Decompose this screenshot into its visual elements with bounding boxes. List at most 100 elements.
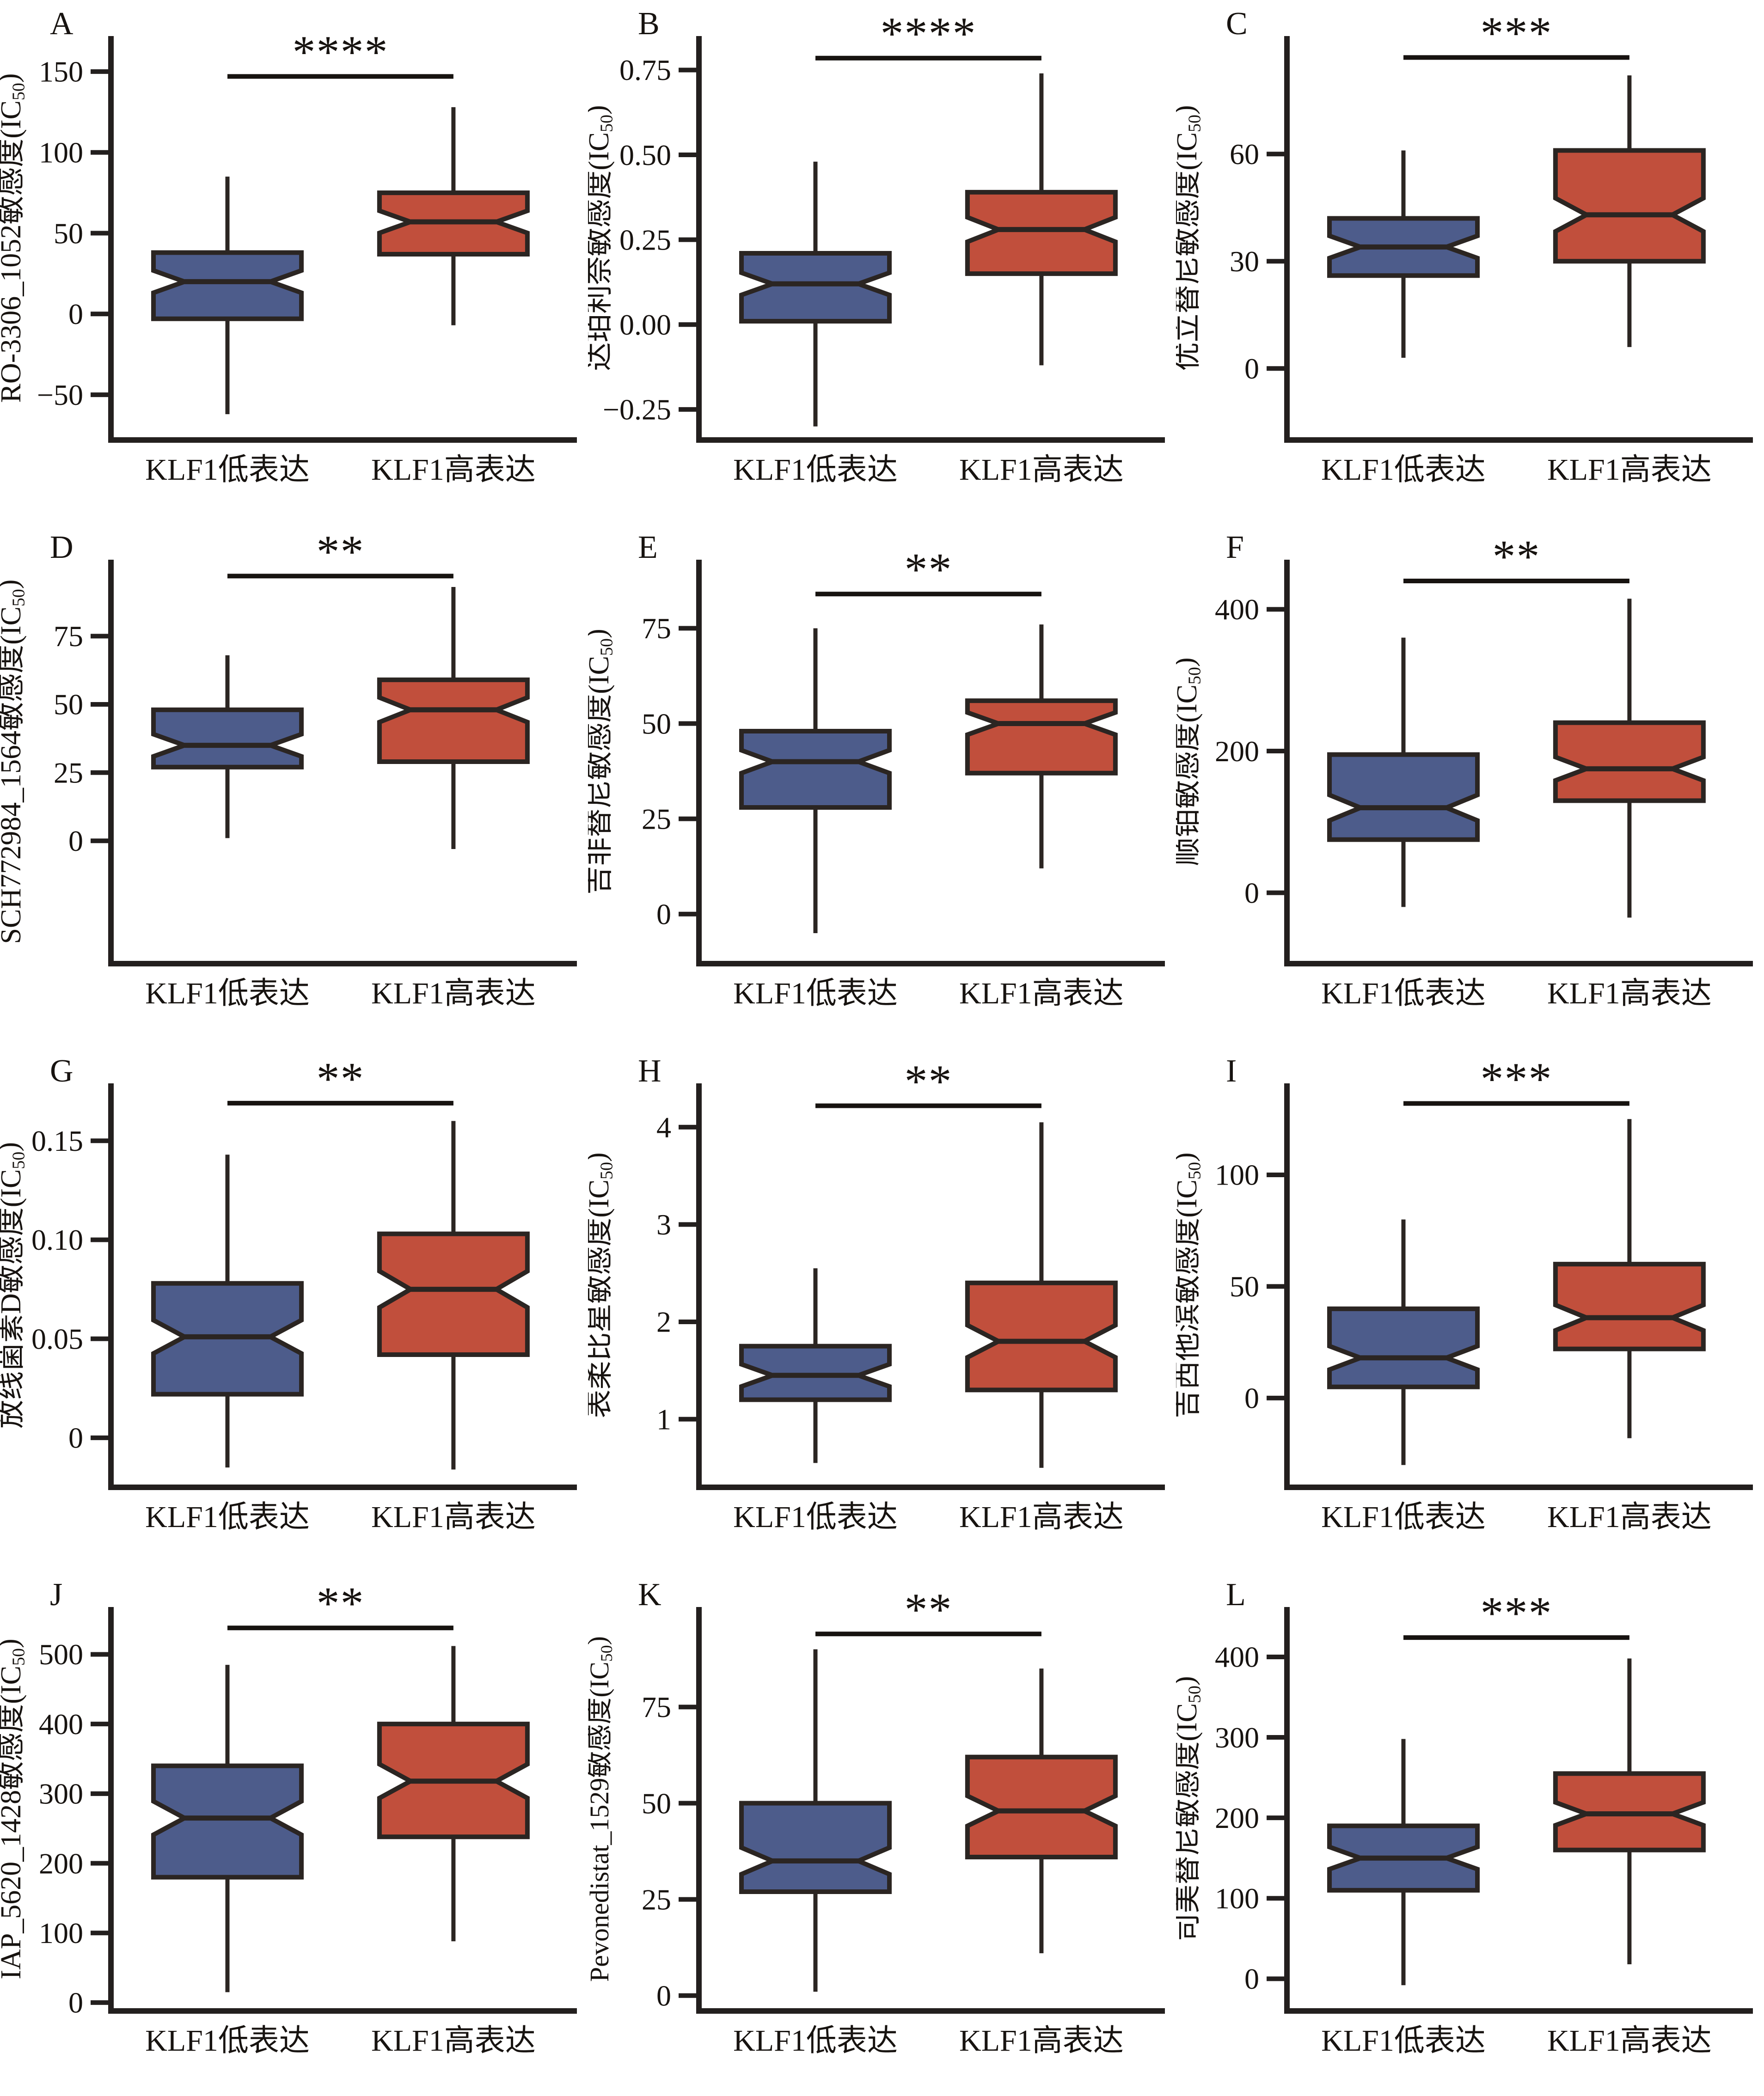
y-tick-label: 0 [68,1422,83,1454]
x-category-label-high: KLF1高表达 [1547,453,1712,487]
y-tick-label: 2 [656,1306,671,1338]
box-klf1-high [965,1754,1118,1860]
y-tick-label: 50 [642,707,671,740]
y-tick-label: 400 [39,1708,83,1741]
y-tick-label: 0 [1244,1382,1259,1415]
x-category-label-low: KLF1低表达 [733,453,898,487]
panel-letter: C [1226,6,1248,42]
y-tick-label: 3 [656,1208,671,1241]
box-klf1-low [739,1801,892,1894]
y-tick-label: 300 [1215,1721,1259,1754]
x-category-label-high: KLF1高表达 [371,1500,536,1534]
y-tick-label: 75 [642,1691,671,1723]
boxplot-d: D 0 25 50 75 SCH772984_1564敏感度(IC50) ** KLF1低表达… [0,526,577,1010]
y-tick-label: 25 [642,1883,671,1916]
significance-stars: ** [1492,531,1540,582]
box-klf1-low [739,251,892,324]
x-category-label-high: KLF1高表达 [371,453,536,487]
box-klf1-high [965,189,1118,276]
panel-letter: B [638,6,660,42]
significance-stars: ** [904,1583,952,1635]
panel-d: D 0 25 50 75 SCH772984_1564敏感度(IC50) ** KLF1低表达… [0,524,588,1047]
y-tick-label: 0.15 [31,1124,83,1157]
y-tick-label: 1 [656,1403,671,1436]
panel-letter: D [50,530,74,565]
y-tick-label: 25 [54,756,83,789]
panel-letter: G [50,1053,74,1089]
x-category-label-high: KLF1高表达 [959,453,1124,487]
panel-f: F 0 200 400 顺铂敏感度(IC50) ** KLF1低表达 KLF1高表达 [1176,524,1764,1047]
panel-letter: F [1226,530,1244,565]
x-category-label-high: KLF1高表达 [371,977,536,1010]
panel-letter: J [50,1577,62,1613]
boxplot-i: I 0 50 100 吉西他滨敏感度(IC50) *** KLF1低表达 KLF1高表达 [1176,1053,1753,1534]
y-tick-label: 50 [54,217,83,250]
y-axis-label: 顺铂敏感度(IC50) [1176,657,1204,866]
y-axis-label: 吉西他滨敏感度(IC50) [1176,1152,1204,1418]
boxplot-c: C 0 30 60 优立替尼敏感度(IC50) *** KLF1低表达 KLF1高表达 [1176,6,1753,487]
y-tick-label: 60 [1230,138,1259,171]
panel-a: A −50 0 50 100 150 RO-3306_1052敏感度(IC50) **** KL… [0,0,588,524]
x-category-label-low: KLF1低表达 [145,453,310,487]
boxplot-l: L 0 100 200 300 400 司美替尼敏感度(IC50) *** KLF1低表达 KLF… [1176,1577,1753,2058]
y-axis-label: 优立替尼敏感度(IC50) [1176,105,1204,371]
significance-stars: *** [1480,7,1552,58]
significance-stars: ** [904,1055,952,1106]
panel-h: H 1 2 3 4 表柔比星敏感度(IC50) ** KLF1低表达 KLF1高表达 [588,1047,1176,1571]
y-tick-label: 30 [1230,245,1259,278]
y-tick-label: 100 [39,136,83,169]
panel-c: C 0 30 60 优立替尼敏感度(IC50) *** KLF1低表达 KLF1高表达 [1176,0,1764,524]
panel-letter: K [638,1577,662,1613]
x-category-label-low: KLF1低表达 [1321,453,1486,487]
panel-letter: H [638,1053,662,1089]
box-klf1-low [151,707,304,770]
y-tick-label: 200 [39,1847,83,1880]
y-axis-label: 放线菌素D敏感度(IC50) [0,1142,28,1429]
x-category-label-high: KLF1高表达 [959,2024,1124,2058]
box-klf1-low [739,729,892,810]
box-klf1-high [1553,720,1706,803]
significance-stars: **** [880,8,976,59]
boxplot-h: H 1 2 3 4 表柔比星敏感度(IC50) ** KLF1低表达 KLF1高表达 [588,1053,1165,1534]
y-axis-label: 表柔比星敏感度(IC50) [588,1152,616,1418]
panel-letter: E [638,530,658,565]
panel-letter: I [1226,1053,1237,1089]
x-category-label-high: KLF1高表达 [959,977,1124,1010]
significance-stars: ** [316,526,364,577]
y-tick-label: 0 [68,298,83,330]
x-category-label-high: KLF1高表达 [1547,977,1712,1010]
significance-stars: *** [1480,1053,1552,1104]
y-tick-label: 50 [54,688,83,721]
y-axis-label: Pevonedistat_1529敏感度(IC50) [588,1636,616,1982]
panel-l: L 0 100 200 300 400 司美替尼敏感度(IC50) *** KLF1低表达 KLF… [1176,1571,1764,2095]
y-tick-label: 0 [68,825,83,857]
y-tick-label: 25 [642,802,671,835]
significance-stars: *** [1480,1587,1552,1638]
x-category-label-low: KLF1低表达 [145,2024,310,2058]
y-tick-label: 75 [642,612,671,645]
box-klf1-low [151,1763,304,1880]
significance-stars: ** [316,1577,364,1629]
y-tick-label: −50 [37,379,83,411]
y-tick-label: 400 [1215,593,1259,626]
panel-j: J 0 100 200 300 400 500 IAP_5620_1428敏感度(IC50) *… [0,1571,588,2095]
panel-letter: L [1226,1577,1246,1613]
y-tick-label: 400 [1215,1641,1259,1674]
y-tick-label: 0.05 [31,1322,83,1355]
x-category-label-low: KLF1低表达 [733,977,898,1010]
y-tick-label: 0 [656,898,671,931]
box-klf1-high [965,1280,1118,1393]
y-tick-label: 0.75 [619,54,671,86]
x-category-label-low: KLF1低表达 [145,977,310,1010]
box-klf1-high [965,698,1118,776]
x-category-label-high: KLF1高表达 [959,1500,1124,1534]
x-category-label-low: KLF1低表达 [1321,977,1486,1010]
x-category-label-low: KLF1低表达 [1321,2024,1486,2058]
y-tick-label: 100 [1215,1882,1259,1915]
boxplot-e: E 0 25 50 75 吉非替尼敏感度(IC50) ** KLF1低表达 KLF1高表达 [588,530,1165,1010]
